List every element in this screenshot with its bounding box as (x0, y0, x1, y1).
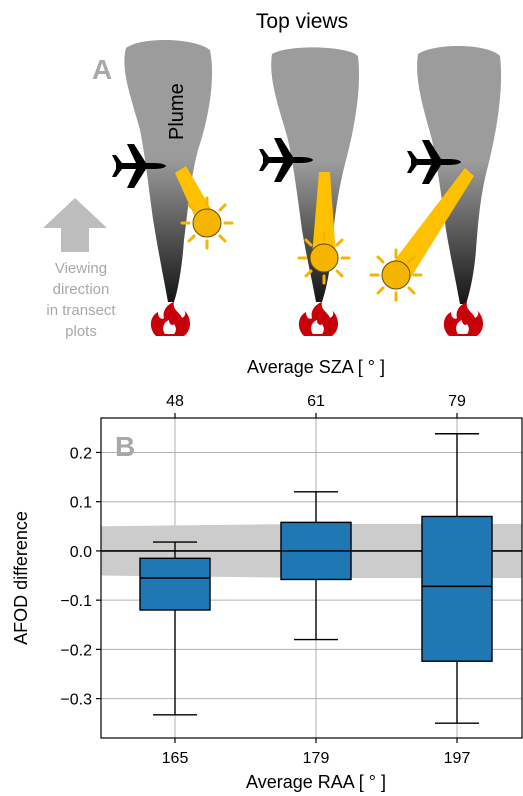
box-197 (421, 515, 493, 662)
panel-b-label: B (115, 431, 135, 462)
x-tick-label: 179 (303, 750, 330, 767)
light-beam-3 (390, 168, 474, 282)
viewing-direction-line-3: in transect (46, 302, 116, 319)
viewing-direction-line-2: direction (53, 281, 110, 298)
viewing-direction-line-4: plots (65, 323, 97, 340)
x-axis-label: Average RAA [ ° ] (246, 772, 386, 792)
y-tick-label: 0.1 (70, 495, 92, 512)
y-tick-label: 0.2 (70, 445, 92, 462)
top-x-tick-label: 79 (448, 393, 466, 410)
fire-icon (298, 302, 338, 336)
sun-icon (180, 196, 234, 250)
y-tick-label: −0.1 (60, 593, 92, 610)
aircraft-icon (259, 138, 313, 182)
boxes (139, 433, 493, 724)
plume-label: Plume (166, 83, 188, 140)
aircraft-icon (407, 140, 461, 184)
light-beam-2 (312, 172, 336, 256)
top-x-tick-marks (174, 413, 458, 418)
plot-frame (100, 417, 523, 739)
aircraft-icon (112, 144, 166, 188)
top-views-panel: Top views A Plume (43, 10, 502, 340)
sun-icon (297, 231, 351, 285)
viewing-direction-line-1: Viewing (55, 260, 107, 277)
x-axis-ticks: 165 179 197 (162, 738, 471, 767)
top-views-title: Top views (256, 10, 348, 33)
y-tick-label: 0.0 (70, 544, 92, 561)
y-axis-label: AFOD difference (11, 511, 31, 645)
panel-a-label: A (92, 54, 112, 85)
plume-2 (271, 47, 360, 302)
top-x-tick-label: 61 (307, 393, 325, 410)
x-tick-label: 165 (162, 750, 189, 767)
boxplot-panel: Average SZA [ ° ] 48 61 79 B 0.2 0.1 0.0 −0.1… (11, 357, 523, 792)
top-x-axis-label: Average SZA [ ° ] (247, 357, 385, 377)
fire-icon (443, 302, 483, 336)
top-x-tick-labels: 48 61 79 (166, 393, 466, 410)
plume-3 (417, 45, 502, 305)
x-tick-label: 197 (444, 750, 471, 767)
y-axis-ticks: 0.2 0.1 0.0 −0.1 −0.2 −0.3 (60, 445, 101, 709)
top-x-tick-label: 48 (166, 393, 184, 410)
plume-1 (124, 39, 213, 303)
box-165 (139, 557, 211, 611)
fire-icon (150, 302, 190, 336)
y-tick-label: −0.3 (60, 692, 92, 709)
arrow-up-icon (43, 198, 107, 252)
sun-icon (369, 248, 423, 302)
y-tick-label: −0.2 (60, 642, 92, 659)
